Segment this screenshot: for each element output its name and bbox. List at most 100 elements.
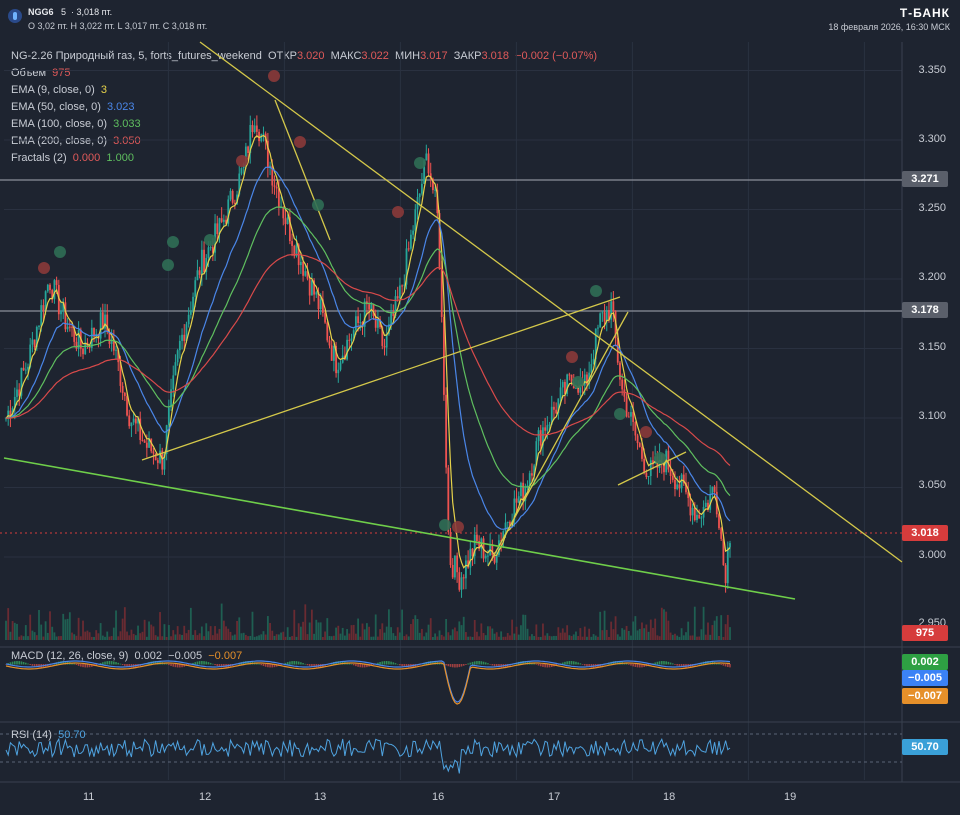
macd-histogram-bar <box>271 664 274 668</box>
macd-histogram-bar <box>209 662 212 665</box>
legend-ema50-row[interactable]: EMA (50, close, 0) 3.023 <box>11 99 597 116</box>
macd-histogram-bar <box>381 661 384 665</box>
candle-body <box>671 476 674 480</box>
candle-body <box>438 213 441 270</box>
volume-bar <box>22 636 25 640</box>
candle-body <box>315 292 318 295</box>
macd-histogram-bar <box>201 661 203 665</box>
volume-bar <box>5 620 7 640</box>
candle-body <box>528 473 531 486</box>
volume-bar <box>403 636 406 640</box>
candle-body <box>535 441 538 466</box>
candle-body <box>99 312 102 339</box>
macd-histogram-bar <box>454 664 456 668</box>
volume-bar <box>46 632 49 640</box>
candle-body <box>330 345 333 361</box>
candle-body <box>121 385 124 393</box>
macd-tag-3: −0.007 <box>902 688 948 704</box>
legend-fractals-row[interactable]: Fractals (2) 0.000 1.000 <box>11 150 597 167</box>
candle-body <box>399 285 401 299</box>
candle-body <box>421 183 423 194</box>
volume-bar <box>696 636 698 640</box>
candle-body <box>586 374 588 385</box>
candle-body <box>458 572 461 590</box>
volume-bar <box>308 622 311 640</box>
candle-body <box>123 392 126 397</box>
candle-body <box>432 178 434 191</box>
macd-histogram-bar <box>128 664 131 668</box>
candle-body <box>634 421 637 436</box>
rsi-legend[interactable]: RSI (14) 50.70 <box>11 729 86 741</box>
macd-histogram-bar <box>399 664 401 666</box>
candle-body <box>436 189 439 214</box>
macd-value-1: 0.002 <box>134 650 163 662</box>
volume-bar <box>698 636 701 640</box>
macd-histogram-bar <box>388 661 390 665</box>
candle-body <box>515 498 518 503</box>
volume-bar <box>504 636 507 640</box>
macd-histogram-bar <box>289 661 291 665</box>
volume-bar <box>31 630 34 640</box>
candle-body <box>306 271 309 279</box>
macd-histogram-bar <box>165 663 168 665</box>
macd-histogram-bar <box>647 664 650 666</box>
macd-histogram-bar <box>207 662 210 665</box>
volume-bar <box>634 616 637 640</box>
ticker-line[interactable]: NGG6 5 · 3,018 пт. <box>28 7 113 17</box>
macd-histogram-bar <box>489 664 491 665</box>
fractal-marker-sell <box>452 521 464 533</box>
volume-bar <box>445 619 448 640</box>
x-tick-16: 16 <box>432 791 445 803</box>
macd-legend[interactable]: MACD (12, 26, close, 9) 0.002 −0.005 −0.… <box>11 650 242 662</box>
candle-body <box>260 134 263 142</box>
candle-body <box>359 322 362 324</box>
macd-histogram-bar <box>313 664 315 668</box>
volume-bar <box>493 633 496 640</box>
macd-histogram-bar <box>170 664 172 666</box>
candle-body <box>304 271 307 276</box>
volume-bar <box>62 613 65 640</box>
candle-body <box>60 310 62 315</box>
macd-histogram-bar <box>619 661 621 665</box>
volume-bar <box>332 635 335 640</box>
macd-histogram-bar <box>262 664 265 667</box>
candle-body <box>493 554 496 563</box>
legend-symbol-row[interactable]: NG-2.26 Природный газ, 5, forts_futures_… <box>11 48 597 65</box>
fractal-marker-buy <box>167 236 179 248</box>
legend-ema100-row[interactable]: EMA (100, close, 0) 3.033 <box>11 116 597 133</box>
volume-bar <box>11 621 14 640</box>
volume-bar <box>449 635 452 640</box>
candle-body <box>18 389 21 396</box>
candle-body <box>724 565 727 584</box>
rsi-tag: 50.70 <box>902 739 948 755</box>
volume-bar <box>520 625 522 640</box>
candle-body <box>227 199 230 224</box>
volume-bar <box>137 625 139 640</box>
volume-bar <box>291 636 293 640</box>
volume-bar <box>410 624 412 640</box>
volume-bar <box>418 632 421 640</box>
candle-body <box>594 328 597 360</box>
macd-histogram-bar <box>588 664 590 667</box>
volume-bar <box>295 636 298 640</box>
fractal-marker-buy <box>654 452 666 464</box>
candle-body <box>700 517 703 519</box>
legend-ema200-row[interactable]: EMA (200, close, 0) 3.050 <box>11 133 597 150</box>
volume-bar <box>352 624 355 640</box>
volume-bar <box>513 633 516 640</box>
macd-histogram-bar <box>654 662 656 665</box>
candle-body <box>465 560 467 579</box>
volume-bar <box>198 633 201 640</box>
fractal-marker-sell <box>268 70 280 82</box>
candle-body <box>553 406 555 410</box>
legend-ema9-row[interactable]: EMA (9, close, 0) 3 <box>11 82 597 99</box>
volume-bar <box>572 634 575 640</box>
volume-bar <box>414 615 417 640</box>
volume-bar <box>621 628 624 640</box>
macd-histogram-bar <box>31 664 34 666</box>
volume-bar <box>108 636 111 640</box>
macd-histogram-bar <box>117 662 120 665</box>
candle-body <box>277 188 280 208</box>
macd-histogram-bar <box>634 664 637 667</box>
